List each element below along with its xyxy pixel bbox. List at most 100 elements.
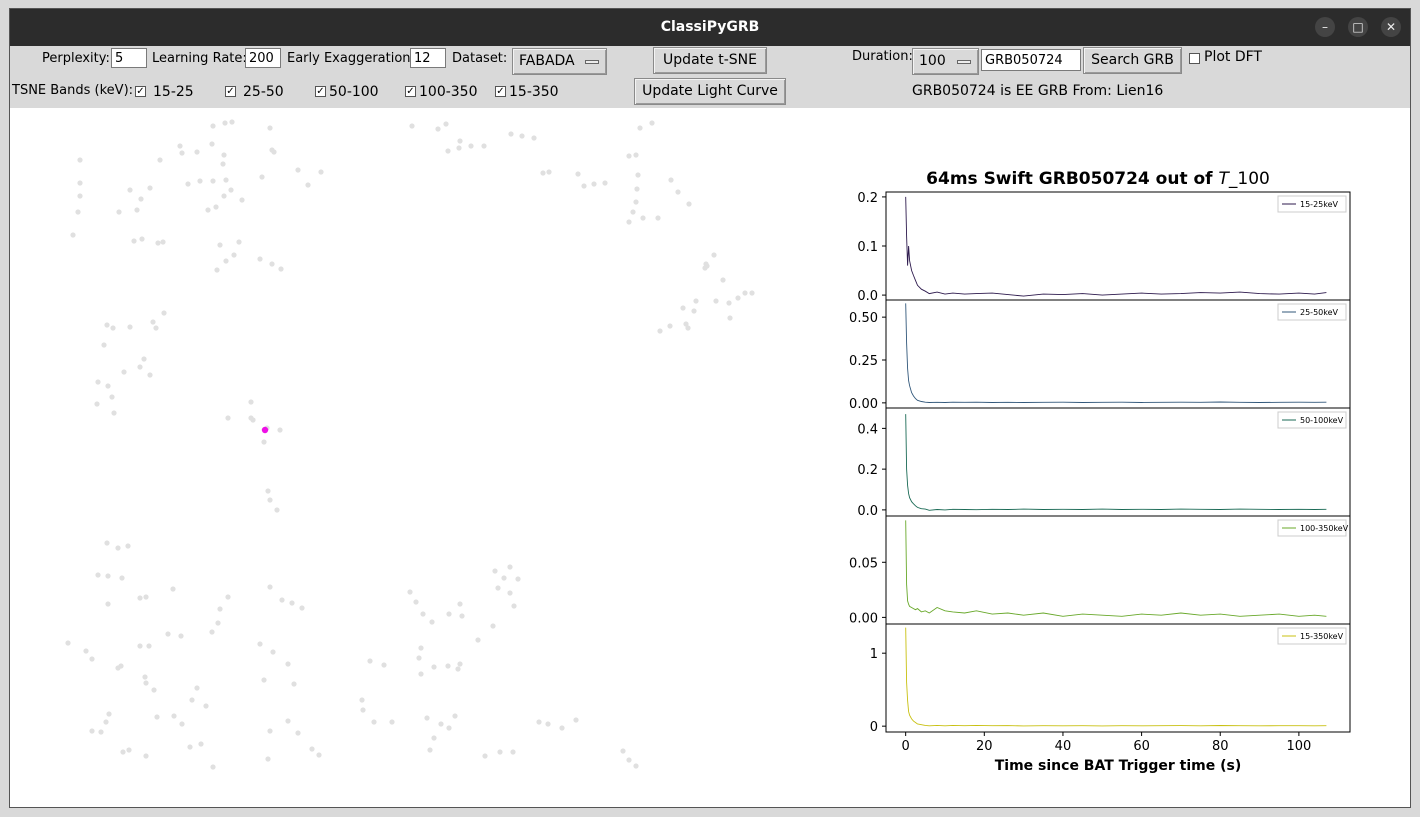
tsne-point[interactable] [446, 725, 452, 731]
band-100-350-checkbox[interactable]: ✓ [405, 86, 416, 97]
tsne-point[interactable] [142, 674, 148, 680]
tsne-point[interactable] [693, 298, 699, 304]
tsne-point[interactable] [637, 125, 643, 131]
tsne-point[interactable] [438, 721, 444, 727]
tsne-point[interactable] [720, 277, 726, 283]
tsne-point[interactable] [285, 661, 291, 667]
tsne-point[interactable] [735, 295, 741, 301]
tsne-point[interactable] [309, 746, 315, 752]
tsne-point[interactable] [248, 399, 254, 405]
tsne-point[interactable] [89, 728, 95, 734]
tsne-point[interactable] [215, 620, 221, 626]
tsne-point[interactable] [536, 719, 542, 725]
tsne-point[interactable] [75, 209, 81, 215]
tsne-point[interactable] [209, 141, 215, 147]
tsne-point[interactable] [265, 756, 271, 762]
tsne-point[interactable] [231, 252, 237, 258]
tsne-point[interactable] [217, 242, 223, 248]
tsne-point[interactable] [171, 713, 177, 719]
tsne-point[interactable] [675, 189, 681, 195]
tsne-point[interactable] [713, 298, 719, 304]
tsne-point[interactable] [635, 172, 641, 178]
tsne-point[interactable] [137, 643, 143, 649]
tsne-point[interactable] [492, 568, 498, 574]
tsne-point[interactable] [187, 744, 193, 750]
tsne-point[interactable] [742, 290, 748, 296]
tsne-point[interactable] [155, 240, 161, 246]
tsne-point[interactable] [633, 152, 639, 158]
tsne-point[interactable] [371, 719, 377, 725]
tsne-point[interactable] [318, 169, 324, 175]
tsne-point[interactable] [115, 545, 121, 551]
tsne-point[interactable] [431, 664, 437, 670]
tsne-scatter-plot[interactable] [10, 108, 810, 808]
tsne-point[interactable] [194, 685, 200, 691]
tsne-point[interactable] [367, 658, 373, 664]
tsne-point[interactable] [457, 601, 463, 607]
tsne-point[interactable] [749, 290, 755, 296]
plot-dft-checkbox[interactable] [1189, 53, 1200, 64]
tsne-point[interactable] [125, 543, 131, 549]
tsne-point[interactable] [65, 640, 71, 646]
tsne-point[interactable] [381, 662, 387, 668]
tsne-point[interactable] [482, 753, 488, 759]
tsne-point[interactable] [126, 747, 132, 753]
tsne-point[interactable] [418, 671, 424, 677]
maximize-icon[interactable]: □ [1348, 17, 1368, 37]
tsne-point[interactable] [137, 595, 143, 601]
tsne-point[interactable] [630, 209, 636, 215]
tsne-point[interactable] [581, 183, 587, 189]
tsne-point[interactable] [490, 623, 496, 629]
tsne-point[interactable] [139, 236, 145, 242]
tsne-point[interactable] [95, 379, 101, 385]
tsne-point[interactable] [131, 238, 137, 244]
tsne-point[interactable] [511, 603, 517, 609]
tsne-point[interactable] [279, 597, 285, 603]
tsne-point[interactable] [591, 181, 597, 187]
perplexity-input[interactable] [111, 48, 147, 68]
tsne-point[interactable] [269, 261, 275, 267]
tsne-point[interactable] [456, 145, 462, 151]
tsne-point[interactable] [289, 600, 295, 606]
tsne-point[interactable] [424, 715, 430, 721]
tsne-point[interactable] [445, 148, 451, 154]
tsne-point[interactable] [299, 605, 305, 611]
close-icon[interactable]: ✕ [1381, 17, 1401, 37]
tsne-point[interactable] [420, 611, 426, 617]
tsne-point[interactable] [217, 606, 223, 612]
tsne-point[interactable] [111, 410, 117, 416]
tsne-point[interactable] [267, 497, 273, 503]
learning-rate-input[interactable] [245, 48, 281, 68]
tsne-point[interactable] [409, 123, 415, 129]
tsne-point[interactable] [198, 741, 204, 747]
tsne-point[interactable] [649, 120, 655, 126]
tsne-point[interactable] [475, 637, 481, 643]
tsne-point[interactable] [220, 161, 226, 167]
tsne-point[interactable] [154, 714, 160, 720]
grb-search-input[interactable] [981, 49, 1081, 71]
tsne-point[interactable] [121, 369, 127, 375]
early-exaggeration-input[interactable] [410, 48, 446, 68]
tsne-point[interactable] [455, 666, 461, 672]
tsne-point[interactable] [127, 324, 133, 330]
tsne-point[interactable] [457, 138, 463, 144]
tsne-point[interactable] [105, 601, 111, 607]
tsne-point[interactable] [626, 757, 632, 763]
tsne-point[interactable] [228, 187, 234, 193]
tsne-point[interactable] [229, 119, 235, 125]
duration-select[interactable]: 100 [912, 48, 979, 75]
search-grb-button[interactable]: Search GRB [1083, 47, 1182, 74]
tsne-point[interactable] [655, 215, 661, 221]
tsne-point[interactable] [418, 645, 424, 651]
tsne-point[interactable] [640, 215, 646, 221]
tsne-point[interactable] [261, 439, 267, 445]
tsne-point[interactable] [295, 730, 301, 736]
tsne-point[interactable] [143, 753, 149, 759]
tsne-point[interactable] [222, 120, 228, 126]
tsne-point[interactable] [510, 749, 516, 755]
minimize-icon[interactable]: – [1315, 17, 1335, 37]
tsne-point[interactable] [270, 649, 276, 655]
tsne-point[interactable] [150, 319, 156, 325]
tsne-point[interactable] [559, 725, 565, 731]
tsne-point[interactable] [105, 383, 111, 389]
